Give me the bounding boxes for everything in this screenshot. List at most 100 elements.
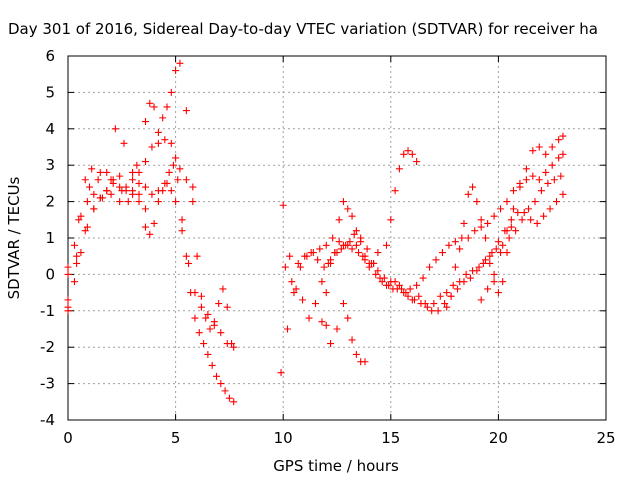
data-point-marker	[83, 198, 91, 206]
data-point-marker	[361, 358, 369, 366]
data-point-marker	[514, 209, 522, 217]
y-tick-label: 0	[45, 265, 55, 283]
data-point-marker	[172, 198, 180, 206]
y-tick-label: 4	[45, 120, 55, 138]
data-point-marker	[518, 216, 526, 224]
data-point-marker	[449, 281, 457, 289]
data-point-marker	[494, 238, 502, 246]
data-point-marker	[490, 270, 498, 278]
data-point-marker	[490, 278, 498, 286]
data-point-marker	[503, 198, 511, 206]
data-point-marker	[458, 234, 466, 242]
data-series	[64, 161, 238, 406]
data-point-marker	[438, 249, 446, 257]
data-point-marker	[497, 205, 505, 213]
x-axis-label: GPS time / hours	[273, 457, 399, 475]
data-point-marker	[322, 289, 330, 297]
data-point-marker	[559, 132, 567, 140]
data-point-marker	[327, 340, 335, 348]
data-point-marker	[464, 234, 472, 242]
data-point-marker	[64, 303, 72, 311]
data-point-marker	[230, 398, 238, 406]
x-tick-label: 15	[381, 429, 400, 447]
data-point-marker	[406, 285, 414, 293]
data-point-marker	[197, 303, 205, 311]
data-point-marker	[129, 176, 137, 184]
data-point-marker	[432, 256, 440, 264]
data-point-marker	[223, 303, 231, 311]
data-point-marker	[148, 143, 156, 151]
data-point-marker	[395, 165, 403, 173]
data-point-marker	[531, 198, 539, 206]
data-point-marker	[301, 252, 309, 260]
data-point-marker	[365, 263, 373, 271]
data-point-marker	[357, 238, 365, 246]
data-point-marker	[230, 343, 238, 351]
data-point-marker	[64, 263, 72, 271]
data-point-marker	[217, 329, 225, 337]
data-point-marker	[363, 245, 371, 253]
data-point-marker	[456, 245, 464, 253]
data-point-marker	[141, 183, 149, 191]
data-point-marker	[408, 150, 416, 158]
data-point-marker	[499, 241, 507, 249]
chart-title: Day 301 of 2016, Sidereal Day-to-day VTE…	[8, 20, 598, 38]
data-point-marker	[344, 314, 352, 322]
data-point-marker	[191, 289, 199, 297]
data-point-marker	[445, 241, 453, 249]
data-point-marker	[333, 325, 341, 333]
x-tick-label: 0	[63, 429, 73, 447]
data-point-marker	[527, 216, 535, 224]
data-point-marker	[544, 179, 552, 187]
data-point-marker	[163, 179, 171, 187]
data-point-marker	[284, 325, 292, 333]
y-tick-label: 5	[45, 83, 55, 101]
data-point-marker	[90, 205, 98, 213]
data-points	[64, 59, 567, 406]
data-series	[64, 125, 149, 311]
data-point-marker	[281, 263, 289, 271]
data-point-marker	[129, 187, 137, 195]
data-point-marker	[318, 278, 326, 286]
data-point-marker	[279, 201, 287, 209]
data-point-marker	[135, 168, 143, 176]
data-point-marker	[400, 150, 408, 158]
data-point-marker	[191, 314, 199, 322]
data-point-marker	[555, 154, 563, 162]
data-point-marker	[456, 278, 464, 286]
data-point-marker	[499, 278, 507, 286]
data-point-marker	[178, 227, 186, 235]
data-point-marker	[462, 270, 470, 278]
data-point-marker	[542, 168, 550, 176]
data-point-marker	[533, 219, 541, 227]
y-tick-label: 2	[45, 193, 55, 211]
data-point-marker	[370, 259, 378, 267]
data-point-marker	[475, 263, 483, 271]
data-point-marker	[535, 176, 543, 184]
data-point-marker	[374, 249, 382, 257]
data-point-marker	[372, 270, 380, 278]
data-point-marker	[204, 350, 212, 358]
data-series	[318, 198, 382, 326]
data-point-marker	[167, 88, 175, 96]
data-point-marker	[122, 183, 130, 191]
x-tick-label: 20	[489, 429, 508, 447]
data-point-marker	[305, 314, 313, 322]
grid-lines	[68, 56, 606, 420]
data-point-marker	[94, 176, 102, 184]
data-point-marker	[288, 278, 296, 286]
data-point-marker	[484, 219, 492, 227]
data-point-marker	[492, 245, 500, 253]
data-point-marker	[327, 259, 335, 267]
data-point-marker	[535, 143, 543, 151]
data-point-marker	[320, 263, 328, 271]
data-point-marker	[339, 300, 347, 308]
data-point-marker	[88, 165, 96, 173]
data-point-marker	[387, 216, 395, 224]
data-point-marker	[404, 292, 412, 300]
data-series	[277, 150, 567, 377]
data-point-marker	[548, 143, 556, 151]
data-point-marker	[148, 190, 156, 198]
data-point-marker	[159, 114, 167, 122]
x-tick-labels: 0 5 10 15 20 25	[63, 429, 615, 447]
